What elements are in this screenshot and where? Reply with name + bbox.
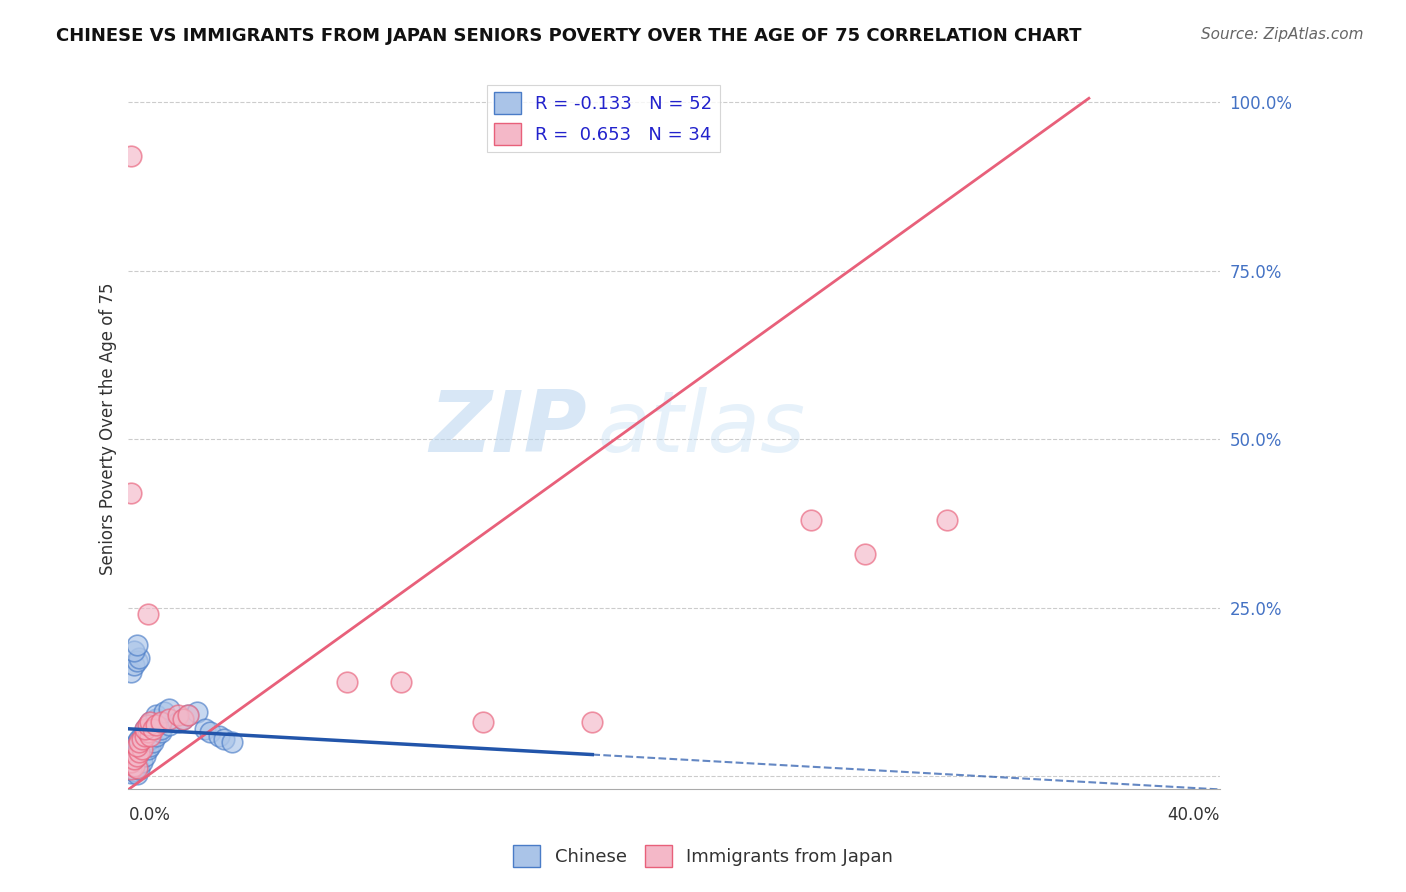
Point: [142, 735, 165, 749]
Point: [120, 486, 142, 500]
Point: [120, 762, 142, 776]
Point: [139, 731, 162, 746]
Point: [936, 513, 959, 527]
Point: [150, 714, 173, 729]
Point: [125, 638, 148, 652]
Point: [120, 748, 142, 763]
Point: [207, 729, 229, 743]
Point: [125, 767, 148, 781]
Point: [125, 739, 148, 753]
Point: [120, 149, 142, 163]
Point: [139, 714, 162, 729]
Point: [157, 701, 180, 715]
Point: [136, 607, 159, 622]
Point: [172, 712, 194, 726]
Point: [128, 651, 150, 665]
Point: [122, 759, 145, 773]
Point: [131, 731, 153, 746]
Point: [336, 674, 359, 689]
Point: [131, 756, 153, 770]
Point: [134, 722, 156, 736]
Text: 40.0%: 40.0%: [1167, 806, 1220, 824]
Point: [125, 655, 148, 669]
Point: [131, 742, 153, 756]
Point: [125, 750, 148, 764]
Text: CHINESE VS IMMIGRANTS FROM JAPAN SENIORS POVERTY OVER THE AGE OF 75 CORRELATION : CHINESE VS IMMIGRANTS FROM JAPAN SENIORS…: [56, 27, 1081, 45]
Point: [128, 745, 150, 759]
Point: [125, 748, 148, 763]
Point: [125, 759, 148, 773]
Point: [177, 708, 200, 723]
Text: atlas: atlas: [598, 387, 806, 470]
Point: [136, 742, 159, 756]
Point: [122, 756, 145, 771]
Point: [120, 756, 142, 770]
Point: [472, 714, 495, 729]
Point: [128, 745, 150, 759]
Point: [128, 735, 150, 749]
Point: [134, 729, 156, 743]
Point: [136, 725, 159, 739]
Point: [131, 737, 153, 751]
Point: [389, 674, 412, 689]
Point: [134, 725, 156, 739]
Point: [122, 657, 145, 672]
Point: [122, 764, 145, 778]
Text: ZIP: ZIP: [429, 387, 586, 470]
Legend: R = -0.133   N = 52, R =  0.653   N = 34: R = -0.133 N = 52, R = 0.653 N = 34: [486, 85, 720, 153]
Point: [145, 729, 167, 743]
Point: [122, 644, 145, 658]
Point: [125, 743, 148, 757]
Point: [186, 705, 208, 719]
Point: [221, 735, 243, 749]
Point: [128, 740, 150, 755]
Point: [122, 739, 145, 753]
Point: [134, 748, 156, 763]
Point: [120, 754, 142, 768]
Point: [142, 722, 165, 736]
Point: [122, 752, 145, 766]
Point: [150, 725, 173, 739]
Point: [136, 718, 159, 732]
Point: [120, 765, 142, 780]
Point: [150, 722, 173, 736]
Point: [145, 718, 167, 732]
Point: [128, 731, 150, 746]
Legend: Chinese, Immigrants from Japan: Chinese, Immigrants from Japan: [506, 838, 900, 874]
Point: [581, 714, 603, 729]
Point: [172, 712, 194, 726]
Point: [166, 714, 188, 729]
Point: [136, 718, 159, 732]
Point: [122, 752, 145, 766]
Point: [139, 714, 162, 729]
Point: [120, 761, 142, 775]
Point: [153, 705, 176, 719]
Point: [134, 722, 156, 736]
Text: Source: ZipAtlas.com: Source: ZipAtlas.com: [1201, 27, 1364, 42]
Point: [157, 712, 180, 726]
Point: [200, 725, 222, 739]
Point: [157, 718, 180, 732]
Point: [131, 729, 153, 743]
Text: 0.0%: 0.0%: [128, 806, 170, 824]
Point: [125, 761, 148, 775]
Point: [166, 708, 188, 723]
Point: [128, 762, 150, 776]
Point: [853, 547, 876, 561]
Point: [139, 729, 162, 743]
Y-axis label: Seniors Poverty Over the Age of 75: Seniors Poverty Over the Age of 75: [100, 283, 117, 575]
Point: [212, 731, 235, 746]
Point: [139, 739, 162, 753]
Point: [120, 665, 142, 679]
Point: [145, 708, 167, 723]
Point: [145, 712, 167, 726]
Point: [177, 708, 200, 723]
Point: [194, 722, 217, 736]
Point: [800, 513, 823, 527]
Point: [125, 735, 148, 749]
